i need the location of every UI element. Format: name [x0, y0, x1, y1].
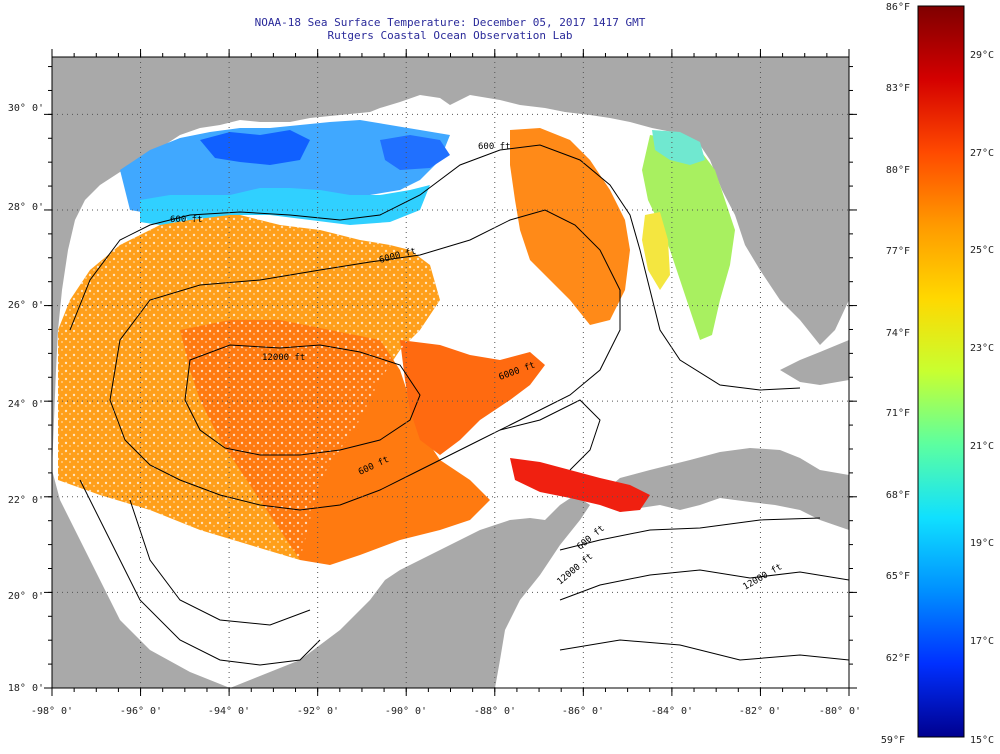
- cbar-f-label: 77°F: [886, 246, 910, 257]
- land-cuba: [600, 448, 849, 530]
- sst-hot-channel: [510, 458, 650, 512]
- lat-tick-label: 22° 0': [8, 495, 44, 506]
- title-line-2: Rutgers Coastal Ocean Observation Lab: [327, 29, 573, 42]
- latitude-axis: 30° 0' 28° 0' 26° 0' 24° 0' 22° 0' 20° 0…: [8, 103, 44, 694]
- cbar-f-label: 83°F: [886, 83, 910, 94]
- contour-label: 12000 ft: [262, 353, 305, 363]
- sst-florida-shelf-green: [642, 135, 735, 340]
- contour-6000ft-basin: [109, 209, 621, 511]
- contour-caribbean-600: [559, 517, 821, 551]
- graticule: [52, 57, 849, 688]
- bathymetry-contours: [69, 144, 849, 666]
- sst-orange-center: [400, 340, 545, 455]
- lon-tick-label: -80° 0': [819, 706, 861, 717]
- sst-cool-north: [120, 120, 450, 215]
- lon-tick-label: -98° 0': [31, 706, 73, 717]
- cbar-c-label: 23°C: [970, 343, 994, 354]
- contour-label: 600 ft: [478, 142, 511, 152]
- contour-600ft-north: [69, 144, 801, 391]
- contour-yucatan-shelf: [499, 399, 601, 471]
- sst-data-layer: [58, 120, 735, 565]
- sst-blue-east-patch: [380, 135, 450, 170]
- lon-tick-label: -92° 0': [297, 706, 339, 717]
- contour-6000ft-south: [129, 499, 311, 626]
- lon-tick-label: -84° 0': [651, 706, 693, 717]
- sst-blue-patches: [200, 130, 310, 165]
- colorbar-gradient-bar: [917, 5, 965, 738]
- cbar-f-label: 65°F: [886, 571, 910, 582]
- cbar-f-label: 68°F: [886, 490, 910, 501]
- cbar-c-label: 21°C: [970, 441, 994, 452]
- lon-tick-label: -94° 0': [208, 706, 250, 717]
- cbar-f-label: 71°F: [886, 408, 910, 419]
- chart-title: NOAA-18 Sea Surface Temperature: Decembe…: [230, 16, 670, 42]
- lat-tick-label: 24° 0': [8, 399, 44, 410]
- cbar-c-label: 15°C: [970, 735, 994, 746]
- colorbar: 86°F 83°F 80°F 77°F 74°F 71°F 68°F 65°F …: [881, 2, 994, 746]
- cbar-f-label: 80°F: [886, 165, 910, 176]
- cbar-c-label: 17°C: [970, 636, 994, 647]
- map-plot-area: 600 ft 600 ft 6000 ft 12000 ft 6000 ft 6…: [52, 57, 849, 688]
- cbar-f-label: 59°F: [881, 735, 905, 746]
- colorbar-fahrenheit-labels: 86°F 83°F 80°F 77°F 74°F 71°F 68°F 65°F …: [881, 2, 910, 746]
- lon-tick-label: -82° 0': [739, 706, 781, 717]
- land-mexico: [52, 470, 230, 688]
- lat-tick-label: 18° 0': [8, 683, 44, 694]
- cbar-c-label: 25°C: [970, 245, 994, 256]
- cbar-f-label: 62°F: [886, 653, 910, 664]
- lon-tick-label: -88° 0': [474, 706, 516, 717]
- contour-label: 600 ft: [170, 215, 203, 225]
- lat-tick-label: 30° 0': [8, 103, 44, 114]
- cbar-c-label: 29°C: [970, 50, 994, 61]
- lon-tick-label: -96° 0': [120, 706, 162, 717]
- longitude-axis: -98° 0' -96° 0' -94° 0' -92° 0' -90° 0' …: [31, 706, 861, 717]
- title-line-1: NOAA-18 Sea Surface Temperature: Decembe…: [254, 16, 646, 29]
- land-yucatan: [230, 495, 590, 688]
- sst-yellow-strip: [642, 212, 670, 290]
- lat-tick-label: 20° 0': [8, 591, 44, 602]
- colorbar-celsius-labels: 29°C 27°C 25°C 23°C 21°C 19°C 17°C 15°C: [970, 50, 994, 746]
- cbar-f-label: 86°F: [886, 2, 910, 13]
- cbar-c-label: 27°C: [970, 148, 994, 159]
- lat-tick-label: 26° 0': [8, 300, 44, 311]
- contour-caribbean-lower: [559, 639, 849, 661]
- sst-speckle-overlay: [58, 215, 440, 560]
- contour-12000ft-abyssal: [184, 344, 421, 456]
- contour-600ft-south: [79, 479, 321, 666]
- land-florida-keys: [780, 340, 849, 385]
- contour-caribbean-12000: [559, 569, 849, 601]
- land-us-gulf-coast: [52, 57, 849, 470]
- lat-tick-label: 28° 0': [8, 202, 44, 213]
- lon-tick-label: -90° 0': [385, 706, 427, 717]
- cbar-c-label: 19°C: [970, 538, 994, 549]
- axis-ticks: [44, 49, 857, 696]
- lon-tick-label: -86° 0': [562, 706, 604, 717]
- cbar-f-label: 74°F: [886, 328, 910, 339]
- sst-florida-shelf-cyan: [652, 130, 705, 165]
